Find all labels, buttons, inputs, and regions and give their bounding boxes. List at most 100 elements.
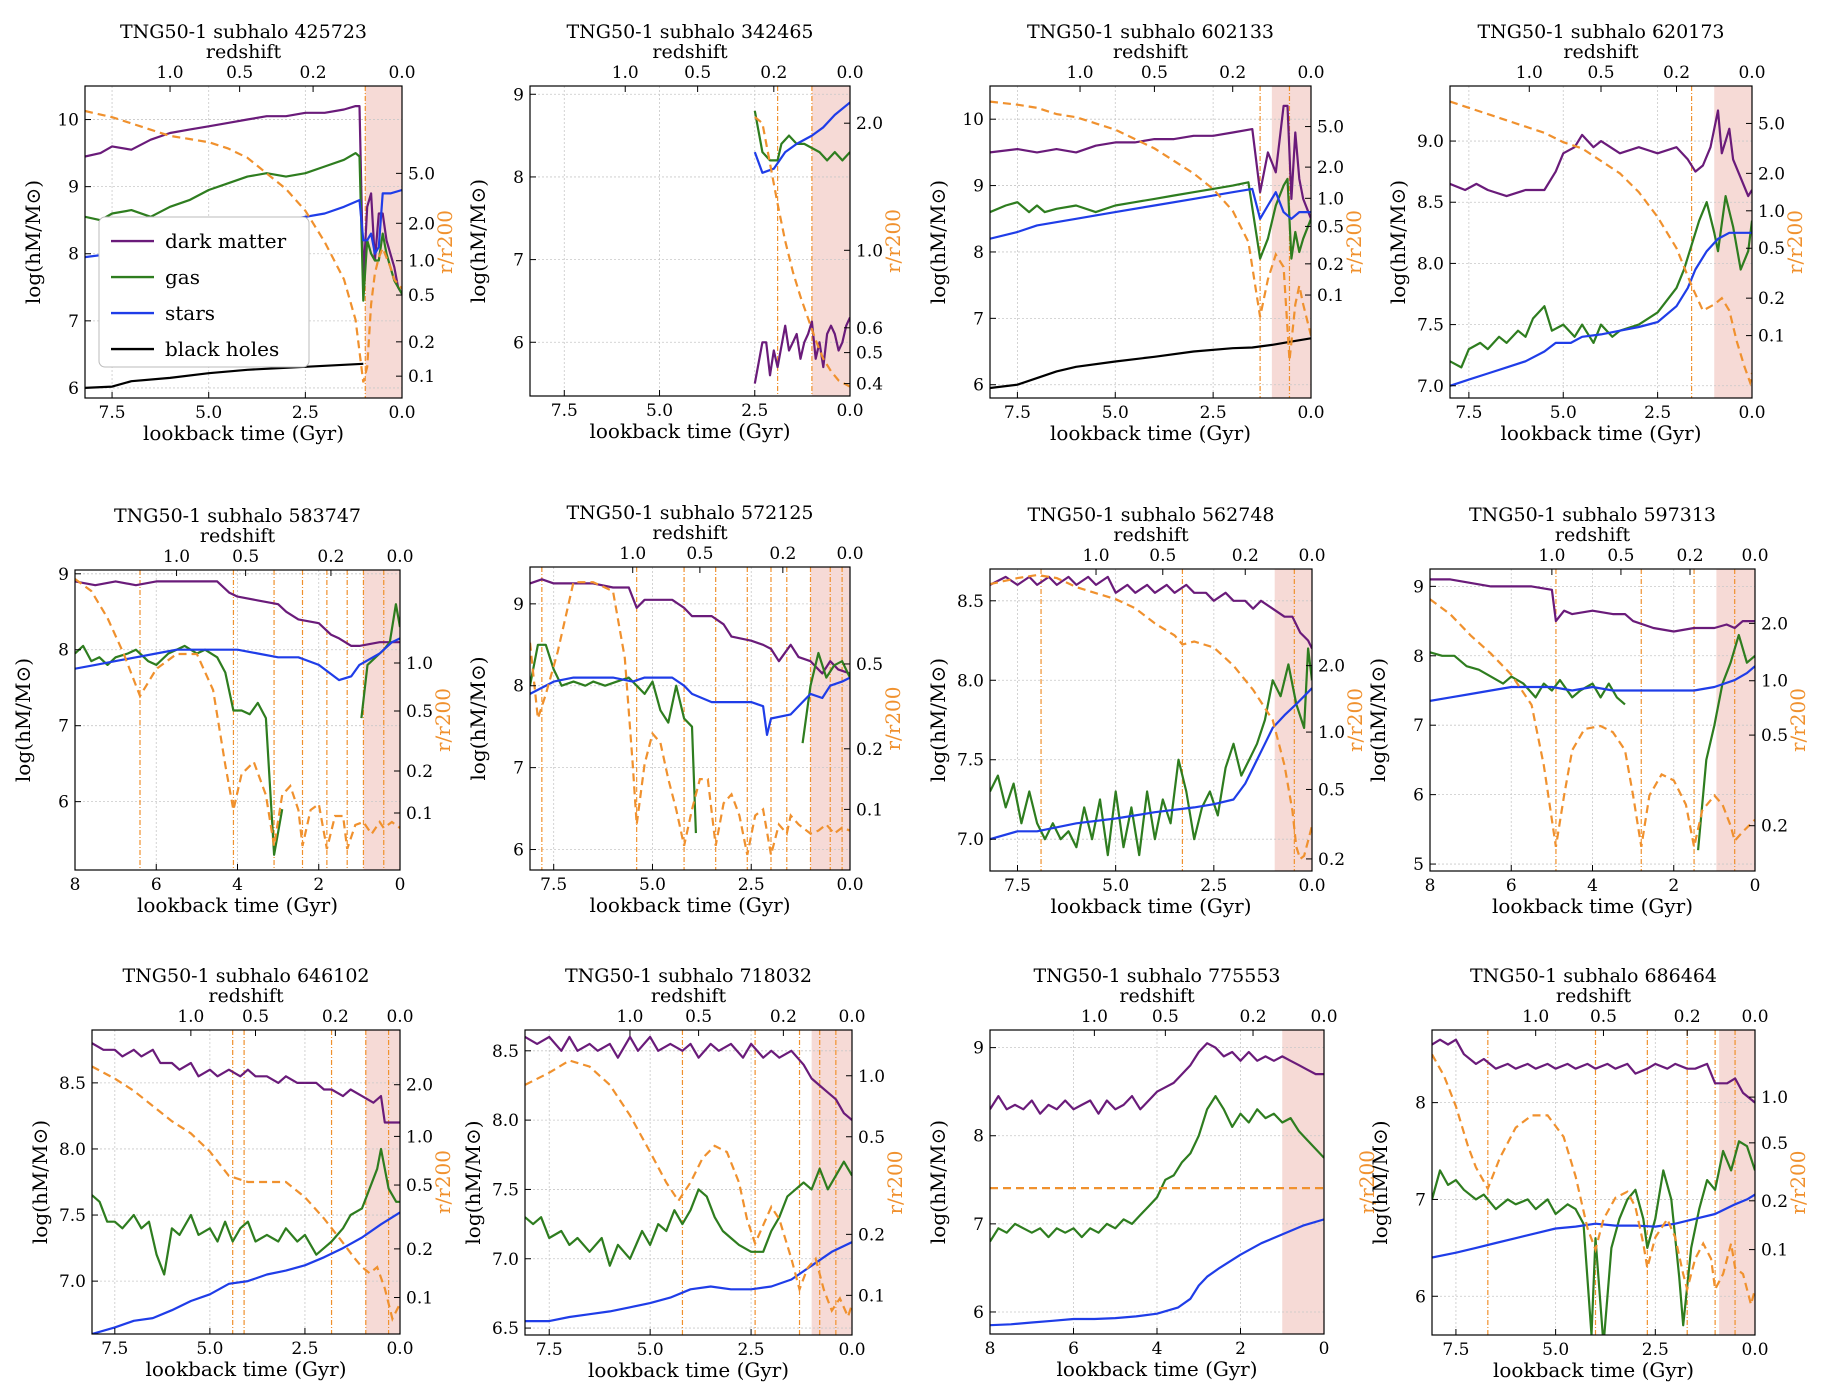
top-axis-label: redshift xyxy=(1563,41,1639,63)
orbit-distance-line xyxy=(75,578,400,850)
y-tick-label: 8 xyxy=(513,677,524,697)
top-axis-label: redshift xyxy=(206,41,282,63)
y-tick-label: 6 xyxy=(58,793,69,813)
series-gas xyxy=(85,152,402,302)
y2-tick-label: 0.5 xyxy=(856,344,883,364)
y-tick-label: 8.0 xyxy=(492,1111,519,1131)
y2-tick-label: 0.5 xyxy=(858,1128,885,1148)
y-tick-label: 8 xyxy=(973,243,984,263)
y-tick-label: 6 xyxy=(1413,786,1424,806)
series-stars xyxy=(530,676,850,736)
y2-tick-label: 0.1 xyxy=(858,1286,885,1306)
x-tick-label: 7.5 xyxy=(1004,876,1031,896)
orbit-distance-line xyxy=(1430,598,1755,848)
z-tick-label: 0.0 xyxy=(388,63,415,83)
z-tick-label: 1.0 xyxy=(177,1007,204,1027)
y2-axis-label: r/r200 xyxy=(1783,210,1807,274)
series-dark-matter xyxy=(525,1035,852,1121)
axes-frame xyxy=(1431,1029,1756,1336)
y2-tick-label: 0.5 xyxy=(1761,726,1788,746)
y2-tick-label: 0.1 xyxy=(856,800,883,820)
panel-6: 7.5 5.0 2.5 0.0 6 7 8 9 0.1 0.2 0.5 1.0 0.5 0.2 0.0 TNG… xyxy=(466,502,905,917)
z-tick-label: 1.0 xyxy=(1516,63,1543,83)
legend-box xyxy=(98,216,310,368)
x-tick-label: 2.5 xyxy=(1642,1340,1669,1360)
z-tick-label: 0.0 xyxy=(1298,546,1325,566)
z-tick-label: 0.2 xyxy=(770,1007,797,1027)
y-tick-label: 7.0 xyxy=(492,1250,519,1270)
x-tick-label: 2.5 xyxy=(291,1339,318,1359)
series-layer xyxy=(75,578,400,856)
y2-axis-label: r/r200 xyxy=(1343,688,1367,752)
y2-tick-label: 0.5 xyxy=(406,702,433,722)
series-gas xyxy=(1432,1140,1755,1335)
x-tick-label: 0 xyxy=(1319,1339,1330,1359)
x-axis-label: lookback time (Gyr) xyxy=(1050,894,1251,918)
panel-3: 7.5 5.0 2.5 0.0 6 7 8 9 10 0.1 0.2 0.5 1.0 2.0 5.0 1.0 0… xyxy=(926,21,1366,445)
series-black-holes xyxy=(990,337,1311,390)
y2-tick-label: 0.1 xyxy=(1317,286,1344,306)
y2-axis-label: r/r200 xyxy=(881,209,905,273)
legend-label: black holes xyxy=(165,337,279,361)
x-tick-label: 7.5 xyxy=(1004,403,1031,423)
z-tick-label: 0.2 xyxy=(300,63,327,83)
y-tick-label: 9 xyxy=(68,178,79,198)
top-axis-label: redshift xyxy=(208,985,284,1007)
series-stars xyxy=(525,1241,852,1323)
x-axis-label: lookback time (Gyr) xyxy=(588,1358,789,1382)
series-gas xyxy=(801,651,850,744)
shade-band xyxy=(1716,569,1755,871)
z-tick-label: 1.0 xyxy=(157,63,184,83)
y-tick-label: 7 xyxy=(1415,1190,1426,1210)
y2-axis-label: r/r200 xyxy=(1786,1150,1810,1214)
y2-tick-label: 0.2 xyxy=(408,333,435,353)
panel-1: 7.5 5.0 2.5 0.0 6 7 8 9 10 0.1 0.2 0.5 1.0 2.0 5.0 1.0 0… xyxy=(21,21,457,445)
x-axis-label: lookback time (Gyr) xyxy=(1500,421,1701,445)
x-axis-label: lookback time (Gyr) xyxy=(589,893,790,917)
panel-title: TNG50-1 subhalo 562748 xyxy=(1028,504,1275,526)
z-tick-label: 0.5 xyxy=(684,63,711,83)
x-tick-label: 2 xyxy=(1235,1339,1246,1359)
series-layer xyxy=(1430,578,1755,851)
x-tick-label: 0.0 xyxy=(1741,1340,1768,1360)
y-tick-label: 6 xyxy=(1415,1287,1426,1307)
panel-8: 8 6 4 2 0 5 6 7 8 9 0.2 0.5 1.0 2.0 1.0 0.5 0.2 0.0 TNG50-… xyxy=(1366,504,1810,918)
y-tick-label: 6 xyxy=(973,1303,984,1323)
series-gas xyxy=(990,177,1311,260)
y-tick-label: 7 xyxy=(68,312,79,332)
y-tick-label: 8.5 xyxy=(1417,193,1444,213)
z-tick-label: 0.0 xyxy=(836,544,863,564)
x-tick-label: 7.5 xyxy=(99,403,126,423)
z-tick-label: 1.0 xyxy=(1522,1007,1549,1027)
orbit-distance-line xyxy=(1450,100,1752,387)
z-tick-label: 0.2 xyxy=(1232,546,1259,566)
z-tick-label: 0.0 xyxy=(1297,63,1324,83)
axes-frame xyxy=(1449,85,1753,399)
y-axis-label: log(hM/M⊙) xyxy=(1366,658,1390,782)
series-stars xyxy=(1450,231,1752,387)
series-gas xyxy=(990,1095,1324,1243)
orbit-distance-line xyxy=(754,116,850,388)
x-tick-label: 7.5 xyxy=(536,1340,563,1360)
y2-axis-label: r/r200 xyxy=(431,1150,455,1214)
y-tick-label: 7.0 xyxy=(1417,377,1444,397)
series-stars xyxy=(1432,1193,1755,1259)
orbit-distance-line xyxy=(990,573,1312,861)
y2-tick-label: 1.0 xyxy=(858,1067,885,1087)
y2-tick-label: 0.5 xyxy=(1318,780,1345,800)
top-axis-label: redshift xyxy=(652,522,728,544)
y2-tick-label: 0.2 xyxy=(1761,1192,1788,1212)
z-tick-label: 1.0 xyxy=(612,63,639,83)
x-tick-label: 5.0 xyxy=(646,401,673,421)
top-axis-label: redshift xyxy=(652,41,728,63)
series-layer xyxy=(990,573,1312,861)
y2-axis-label: r/r200 xyxy=(1786,688,1810,752)
z-tick-label: 0.5 xyxy=(685,1007,712,1027)
x-tick-label: 5.0 xyxy=(1542,1340,1569,1360)
series-black-holes xyxy=(85,362,364,389)
y-tick-label: 10 xyxy=(57,111,79,131)
series-dark-matter xyxy=(1450,109,1752,198)
y-tick-label: 7 xyxy=(973,309,984,329)
series-dark-matter xyxy=(85,105,402,295)
